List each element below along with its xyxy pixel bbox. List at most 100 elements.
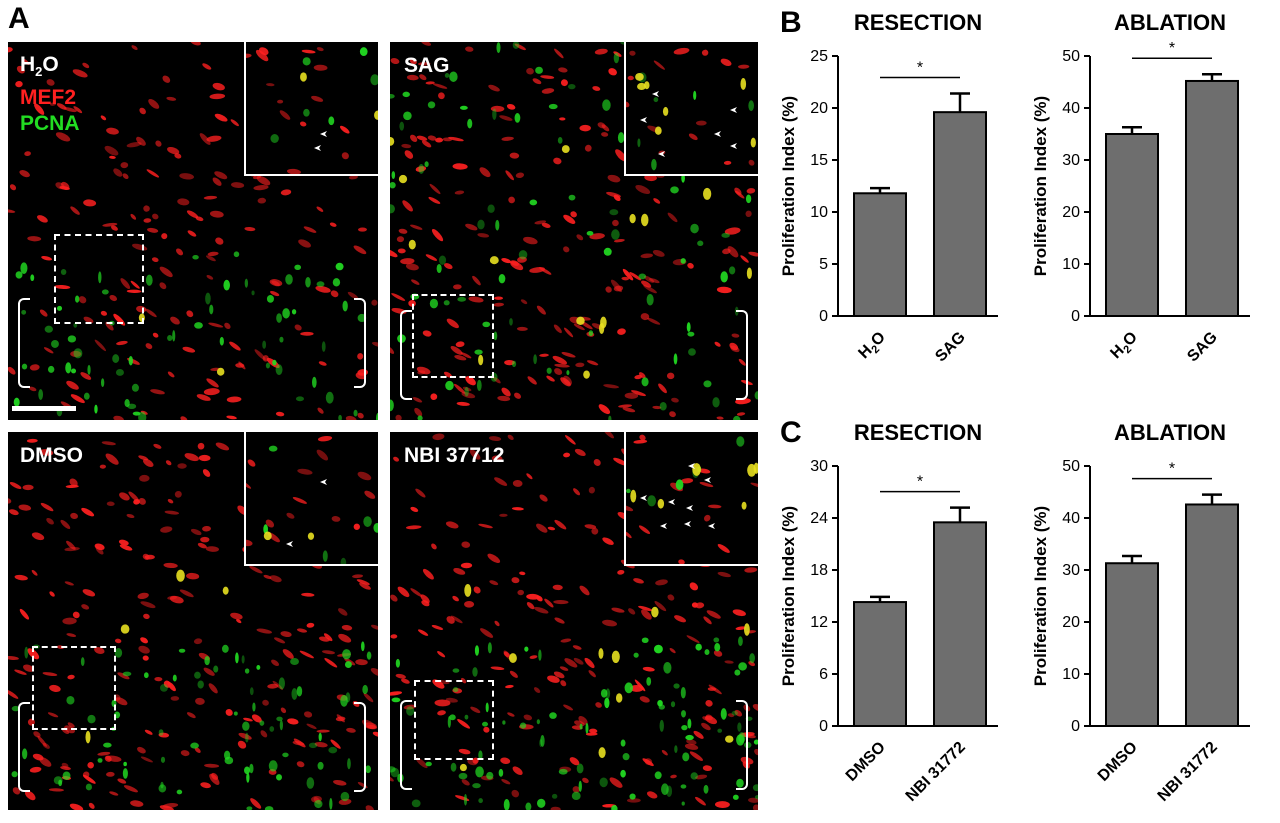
mef2-nucleus <box>563 327 574 338</box>
mef2-nucleus <box>432 83 448 89</box>
mef2-nucleus <box>648 278 660 284</box>
mef2-nucleus <box>72 611 80 619</box>
pcna-signal <box>681 724 688 731</box>
pcna-signal <box>417 415 423 420</box>
double-positive-nucleus <box>635 73 644 81</box>
mef2-nucleus <box>608 68 617 76</box>
mef2-nucleus <box>138 645 150 654</box>
pcna-signal <box>282 752 289 758</box>
pcna-signal <box>535 66 543 74</box>
mef2-nucleus <box>514 392 522 399</box>
pcna-signal <box>132 411 141 416</box>
bracket-left <box>400 310 412 400</box>
mef2-nucleus <box>453 568 466 575</box>
pcna-signal <box>249 687 254 696</box>
mef2-nucleus <box>752 804 758 810</box>
mef2-nucleus <box>595 702 602 708</box>
pcna-signal <box>30 274 35 282</box>
mef2-nucleus <box>355 659 368 666</box>
mef2-nucleus <box>597 122 606 129</box>
pcna-signal <box>190 742 199 749</box>
x-tick-label: SAG <box>932 329 969 366</box>
pcna-signal <box>294 264 302 271</box>
mef2-nucleus <box>80 372 92 380</box>
mef2-nucleus <box>371 624 378 630</box>
mef2-nucleus <box>573 657 584 665</box>
inset-dmso <box>244 432 378 566</box>
pcna-signal <box>482 721 489 727</box>
pcna-signal <box>452 668 460 673</box>
pcna-signal <box>172 674 177 682</box>
mef2-nucleus <box>316 47 324 52</box>
mef2-nucleus <box>390 691 403 696</box>
mef2-nucleus <box>639 434 646 441</box>
mef2-nucleus <box>589 728 598 734</box>
mef2-nucleus <box>97 751 111 756</box>
pcna-signal <box>160 756 166 763</box>
error-bar <box>1202 72 1222 81</box>
mef2-nucleus <box>452 163 468 170</box>
pcna-signal <box>611 229 620 240</box>
mef2-nucleus <box>263 574 272 580</box>
double-positive-nucleus <box>576 316 585 325</box>
mef2-nucleus <box>405 263 419 271</box>
pcna-signal <box>160 683 168 692</box>
mef2-nucleus <box>167 146 180 155</box>
mef2-nucleus <box>390 594 398 602</box>
pcna-signal <box>65 362 72 374</box>
mef2-nucleus <box>627 75 634 81</box>
mef2-nucleus <box>412 397 423 403</box>
bracket-right <box>354 298 366 388</box>
pcna-signal <box>24 646 29 659</box>
mef2-nucleus <box>72 69 88 78</box>
mef2-nucleus <box>106 771 115 777</box>
mef2-nucleus <box>479 167 491 178</box>
mef2-nucleus <box>287 718 299 725</box>
mef2-nucleus <box>8 366 16 375</box>
mef2-nucleus <box>297 468 313 475</box>
mef2-nucleus <box>272 680 284 690</box>
y-tick-label: 0 <box>1071 308 1080 325</box>
double-positive-nucleus <box>398 174 408 184</box>
mef2-nucleus <box>641 609 652 620</box>
mef2-nucleus <box>744 567 758 573</box>
mef2-nucleus <box>720 58 732 67</box>
significance-marker: * <box>917 59 923 76</box>
mef2-nucleus <box>430 393 438 401</box>
pcna-signal <box>87 364 91 375</box>
mef2-nucleus <box>460 352 472 359</box>
mef2-nucleus <box>615 149 627 162</box>
pcna-signal <box>493 331 498 341</box>
pcna-signal <box>219 336 224 346</box>
pcna-signal <box>579 723 583 730</box>
mef2-nucleus <box>205 546 220 552</box>
mef2-nucleus <box>671 397 679 403</box>
mef2-nucleus <box>81 507 95 517</box>
mef2-nucleus <box>49 591 55 597</box>
mef2-nucleus <box>127 357 140 365</box>
pcna-signal <box>403 111 412 121</box>
cell-speckle <box>626 434 758 564</box>
double-positive-nucleus <box>630 489 637 503</box>
pcna-signal <box>167 334 173 342</box>
mef2-nucleus <box>517 256 527 263</box>
mef2-nucleus <box>324 657 338 668</box>
pcna-signal <box>317 761 324 770</box>
y-tick-label: 10 <box>810 204 828 221</box>
pcna-signal <box>450 762 457 772</box>
pcna-signal <box>604 697 610 709</box>
mef2-nucleus <box>414 407 423 417</box>
mef2-nucleus <box>49 684 61 692</box>
pcna-signal <box>729 266 736 275</box>
pcna-signal <box>675 479 684 491</box>
pcna-signal <box>266 295 274 303</box>
mef2-nucleus <box>573 323 585 331</box>
condition-label-nbi: NBI 37712 <box>404 444 505 467</box>
y-tick-label: 50 <box>1062 458 1080 475</box>
mef2-nucleus <box>176 248 184 256</box>
mef2-nucleus <box>265 519 275 528</box>
mef2-nucleus <box>444 263 453 270</box>
mef2-nucleus <box>254 349 266 361</box>
mef2-nucleus <box>602 537 614 545</box>
mef2-nucleus <box>118 539 129 546</box>
